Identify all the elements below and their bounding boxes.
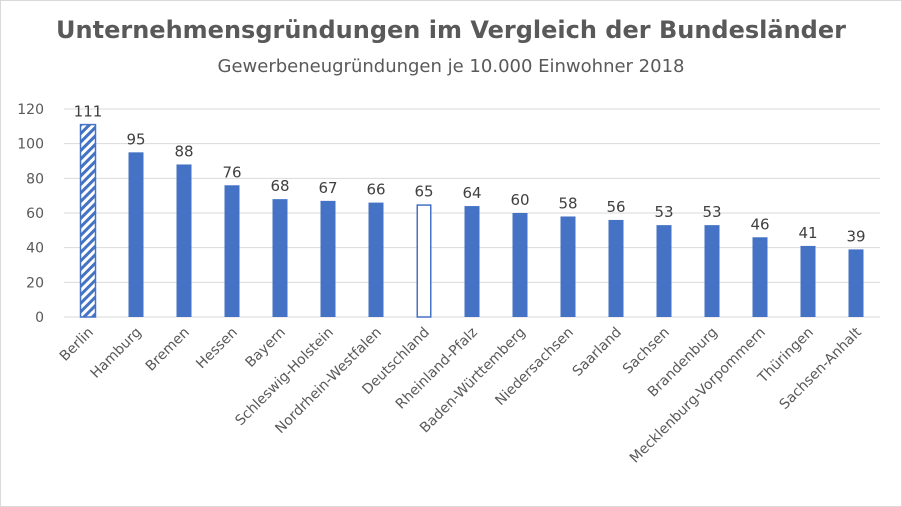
data-label: 56 bbox=[606, 198, 625, 216]
data-label: 67 bbox=[318, 179, 337, 197]
y-tick-label: 120 bbox=[17, 102, 44, 118]
y-tick-label: 80 bbox=[26, 171, 44, 187]
data-label: 39 bbox=[846, 227, 865, 245]
bar bbox=[416, 204, 432, 318]
chart-subtitle: Gewerbeneugründungen je 10.000 Einwohner… bbox=[217, 56, 685, 77]
bar bbox=[512, 213, 528, 317]
bar bbox=[752, 237, 768, 317]
y-tick-label: 100 bbox=[17, 137, 44, 153]
y-tick-label: 40 bbox=[26, 241, 44, 257]
data-label: 68 bbox=[270, 177, 289, 195]
bar bbox=[560, 216, 576, 317]
bar bbox=[176, 164, 192, 317]
y-tick-label: 60 bbox=[26, 206, 44, 222]
y-tick-label: 0 bbox=[35, 310, 44, 326]
bar bbox=[800, 245, 816, 317]
data-label: 95 bbox=[126, 130, 145, 148]
category-label: Rheinland-Pfalz bbox=[393, 325, 481, 413]
bar bbox=[464, 206, 480, 317]
data-label: 66 bbox=[366, 181, 385, 199]
category-label: Bayern bbox=[243, 325, 289, 371]
bars bbox=[79, 123, 864, 318]
data-label: 64 bbox=[462, 184, 481, 202]
data-label: 58 bbox=[558, 194, 577, 212]
y-tick-label: 20 bbox=[26, 275, 44, 291]
bar bbox=[128, 152, 144, 317]
bar bbox=[224, 185, 240, 317]
category-label: Sachsen-Anhalt bbox=[777, 324, 866, 413]
bar bbox=[368, 202, 384, 317]
data-label: 88 bbox=[174, 142, 193, 160]
bar bbox=[79, 123, 97, 318]
category-label: Hamburg bbox=[88, 325, 145, 382]
data-label: 46 bbox=[750, 215, 769, 233]
bar bbox=[608, 219, 624, 317]
data-label: 76 bbox=[222, 163, 241, 181]
category-label: Saarland bbox=[570, 325, 625, 380]
category-label: Berlin bbox=[57, 325, 97, 365]
category-label: Hessen bbox=[193, 325, 241, 373]
data-label: 65 bbox=[414, 182, 433, 200]
data-label: 53 bbox=[654, 203, 673, 221]
chart-title: Unternehmensgründungen im Vergleich der … bbox=[56, 16, 846, 44]
y-axis-ticks: 0 20 40 60 80 100 120 bbox=[17, 102, 44, 326]
data-label: 53 bbox=[702, 203, 721, 221]
data-labels: 111 95 88 76 68 67 66 65 64 60 58 56 53 53 46 41 39 bbox=[74, 103, 866, 246]
bar bbox=[656, 225, 672, 317]
data-label: 41 bbox=[798, 224, 817, 242]
bar bbox=[704, 225, 720, 317]
data-label: 111 bbox=[74, 103, 103, 121]
data-label: 60 bbox=[510, 191, 529, 209]
bar bbox=[272, 199, 288, 317]
bar bbox=[848, 249, 864, 317]
bar bbox=[320, 200, 336, 317]
category-label: Bremen bbox=[143, 325, 193, 375]
